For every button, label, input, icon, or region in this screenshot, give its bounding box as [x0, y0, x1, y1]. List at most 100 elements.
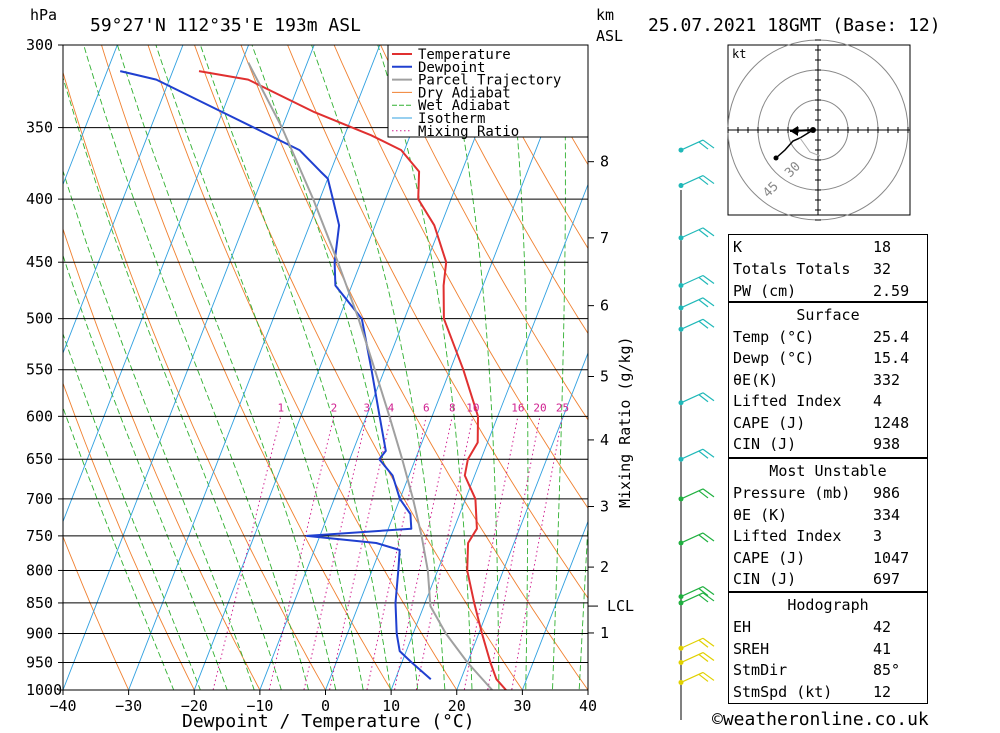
- barb-flag: [698, 320, 709, 329]
- wind-barb: [678, 671, 715, 685]
- barb-flag: [698, 654, 709, 662]
- hodograph-trace: [775, 129, 814, 159]
- barb-flag: [702, 297, 715, 307]
- barb-staff: [680, 671, 704, 683]
- index-row: Dewp (°C) 15.4: [733, 349, 910, 367]
- barb-flag: [698, 299, 709, 308]
- legend-label: Temperature: [418, 47, 511, 63]
- dry-adiabat: [147, 45, 458, 690]
- index-row: K 18: [733, 238, 892, 256]
- barb-flag: [698, 588, 709, 597]
- isotherm: [128, 45, 381, 690]
- hodograph-indices-box: Hodograph EH 42 SREH 41 StmDir 85° StmSpd (…: [728, 592, 928, 704]
- dry-adiabat: [63, 227, 261, 690]
- mixing-ratio-label: 25: [556, 401, 569, 414]
- index-row: θE (K) 334: [733, 506, 901, 524]
- pressure-tick-label: 700: [26, 490, 53, 508]
- dewpoint-line: [119, 70, 432, 680]
- barb-flag: [702, 392, 715, 402]
- dry-adiabat: [333, 45, 588, 509]
- legend-label: Wet Adiabat: [418, 98, 511, 114]
- barb-flag: [698, 534, 709, 543]
- barb-flag: [702, 532, 715, 542]
- dry-adiabat: [957, 8, 1000, 716]
- mixing-ratio-line: [487, 416, 541, 690]
- mixing-ratio-line: [463, 416, 519, 690]
- isotherm: [390, 183, 588, 690]
- dry-adiabat: [63, 70, 327, 690]
- km-axis: 1 2 3 4 5 6 7 8 LCL: [588, 153, 634, 642]
- hodograph-origin: [810, 127, 816, 133]
- axes: 3003504004505005506006507007508008509009…: [26, 36, 597, 715]
- wet-adiabat: [552, 45, 566, 690]
- temperature-tick-label: −10: [246, 697, 273, 715]
- wet-adiabat: [251, 45, 419, 690]
- hodograph-unit: kt: [732, 47, 746, 61]
- km-unit-label: km: [596, 6, 614, 24]
- km-tick-label: 7: [600, 229, 609, 247]
- barb-flag: [702, 175, 715, 185]
- km-tick-label: 8: [600, 153, 609, 171]
- datetime-title: 25.07.2021 18GMT (Base: 12): [648, 15, 941, 36]
- wind-barb: [678, 651, 715, 666]
- mixing-ratio-line: [415, 416, 474, 690]
- pressure-tick-label: 350: [26, 119, 53, 137]
- pressure-tick-label: 650: [26, 450, 53, 468]
- barb-flag: [702, 488, 715, 498]
- lcl-label: LCL: [607, 597, 634, 615]
- wind-barb: [678, 297, 715, 311]
- barb-flag: [702, 637, 715, 647]
- mixing-ratio-line: [328, 416, 392, 690]
- barb-staff: [680, 297, 704, 309]
- wet-adiabat: [377, 45, 473, 690]
- hodograph-gray-trace: [799, 137, 821, 157]
- mixing-ratio-axis-label: Mixing Ratio (g/kg): [616, 336, 634, 508]
- surface-box: Surface Temp (°C) 25.4 Dewp (°C) 15.4 θE(K…: [728, 302, 928, 458]
- wet-adiabat: [508, 45, 529, 690]
- mixing-ratio-line: [268, 416, 335, 690]
- mixing-ratio-label: 2: [331, 401, 338, 414]
- pressure-tick-label: 500: [26, 310, 53, 328]
- barb-staff: [680, 592, 704, 604]
- index-row: θE(K) 332: [733, 371, 901, 389]
- x-axis-label: Dewpoint / Temperature (°C): [182, 711, 475, 732]
- wind-barb: [678, 227, 715, 241]
- barb-staff: [680, 651, 704, 664]
- barb-flag: [702, 275, 715, 284]
- wind-barb: [678, 448, 715, 462]
- pressure-tick-label: 300: [26, 36, 53, 54]
- pressure-tick-label: 850: [26, 594, 53, 612]
- legend-label: Dry Adiabat: [418, 85, 511, 101]
- index-row: CAPE (J) 1047: [733, 549, 910, 567]
- parcel-trajectory-line: [247, 62, 493, 690]
- barb-flag: [702, 592, 715, 602]
- barb-flag: [702, 227, 715, 237]
- mixing-ratio-line: [212, 416, 282, 690]
- pressure-tick-label: 1000: [26, 681, 62, 699]
- temperature-tick-label: 40: [579, 697, 597, 715]
- barb-staff: [680, 488, 704, 500]
- wind-barb: [678, 175, 715, 189]
- index-row: StmDir 85°: [733, 661, 901, 679]
- dry-adiabat: [101, 45, 392, 690]
- barb-flag: [698, 450, 709, 459]
- mixing-ratio-labels: 1 2 3 4 6 8 10 16 20 25: [277, 401, 569, 414]
- wet-adiabat: [63, 169, 255, 690]
- barb-staff: [680, 637, 704, 649]
- temperature-tick-label: −30: [115, 697, 142, 715]
- wind-barb: [678, 637, 715, 651]
- mixing-ratio-label: 20: [533, 401, 546, 414]
- wet-adiabat: [63, 332, 201, 690]
- km-tick-label: 1: [600, 624, 609, 642]
- pressure-tick-label: 550: [26, 361, 53, 379]
- pressure-tick-label: 600: [26, 407, 53, 425]
- wet-adiabat: [199, 45, 391, 690]
- index-row: Pressure (mb) 986: [733, 484, 901, 502]
- barb-staff: [680, 318, 704, 330]
- barb-staff: [680, 175, 704, 187]
- wet-adiabat: [155, 45, 364, 690]
- index-row: Temp (°C) 25.4: [733, 328, 910, 346]
- mixing-ratio-line: [303, 416, 368, 690]
